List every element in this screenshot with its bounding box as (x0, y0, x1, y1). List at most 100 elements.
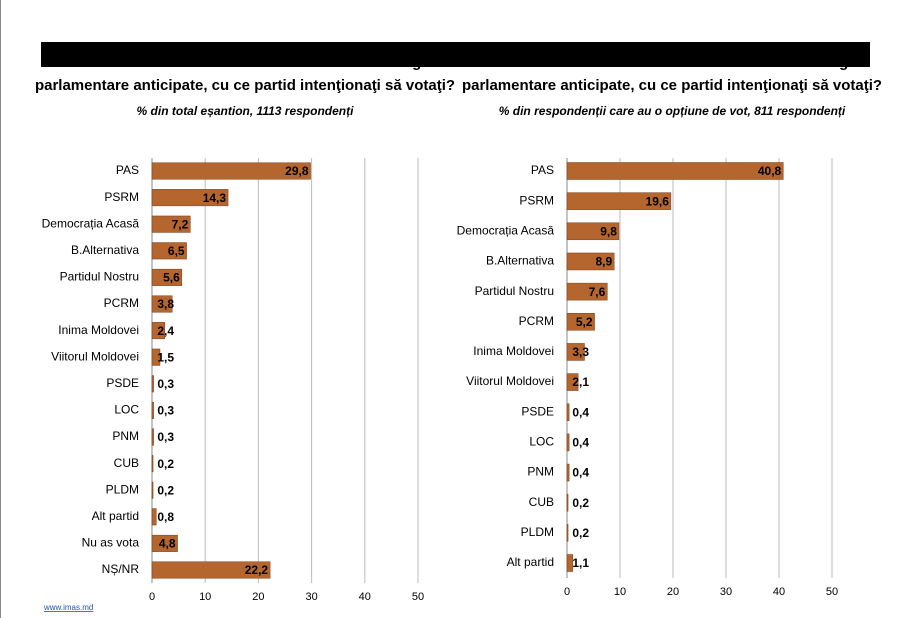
value-label: 4,8 (159, 537, 176, 551)
value-label: 0,2 (572, 496, 589, 510)
value-label: 7,2 (172, 217, 189, 231)
value-label: 3,3 (572, 345, 589, 359)
value-label: 2,4 (157, 324, 174, 338)
value-label: 3,8 (157, 297, 174, 311)
category-label: PNM (112, 429, 139, 443)
category-label: PCRM (104, 296, 139, 310)
bar (566, 313, 595, 331)
bar (151, 375, 154, 393)
chart-title: parlamentare anticipate, cu ce partid in… (35, 77, 455, 94)
chart-title: În varianta în care duminica viitoare ar… (49, 53, 439, 71)
category-label: PSDE (521, 404, 554, 418)
value-label: 19,6 (646, 194, 670, 208)
bar (151, 348, 161, 366)
bar (566, 493, 569, 512)
bar (566, 524, 569, 542)
category-label: PLDM (106, 482, 139, 496)
category-label: PNM (527, 465, 554, 479)
category-label: LOC (114, 403, 139, 417)
value-label: 9,8 (600, 224, 617, 238)
x-tick-label: 30 (305, 591, 317, 603)
value-label: 1,1 (572, 556, 589, 570)
value-label: 0,2 (157, 483, 174, 497)
category-label: Viitorul Moldovei (466, 374, 554, 388)
x-tick-label: 20 (667, 586, 679, 598)
bar (151, 561, 271, 579)
value-label: 0,2 (157, 457, 174, 471)
footer-link[interactable]: www.imas.md (43, 603, 93, 612)
value-label: 14,3 (203, 191, 227, 205)
chart-title: În varianta în care duminica viitoare ar… (476, 53, 866, 71)
bar (151, 189, 229, 207)
bar (151, 428, 154, 446)
bar (566, 192, 672, 210)
category-label: Viitorul Moldovei (51, 349, 139, 363)
bar (566, 222, 620, 241)
bar (151, 215, 191, 233)
bar (151, 401, 154, 419)
value-label: 0,3 (157, 430, 174, 444)
bar (151, 534, 178, 552)
bar (151, 508, 157, 526)
bar (566, 373, 579, 391)
x-tick-label: 40 (773, 586, 785, 598)
category-label: PAS (116, 163, 139, 177)
value-label: 0,4 (572, 405, 589, 419)
bar (566, 282, 608, 301)
category-label: Democrația Acasă (42, 216, 140, 230)
bar (566, 554, 574, 572)
value-label: 0,4 (572, 466, 589, 480)
value-label: 40,8 (758, 164, 782, 178)
value-label: 22,2 (245, 563, 269, 577)
category-label: NȘ/NR (102, 562, 140, 576)
chart-subtitle: % din respondenții care au o opțiune de … (499, 104, 846, 118)
category-label: PAS (531, 163, 554, 177)
bar (151, 242, 187, 260)
bar (566, 403, 570, 421)
bar (566, 343, 585, 361)
value-label: 0,3 (157, 404, 174, 418)
value-label: 0,8 (157, 510, 174, 524)
chart-subtitle: % din total eșantion, 1113 respondenți (137, 104, 355, 118)
category-label: PSRM (104, 190, 139, 204)
bar (151, 295, 173, 313)
x-tick-label: 30 (720, 586, 732, 598)
x-tick-label: 20 (252, 591, 264, 603)
bar (151, 322, 166, 340)
category-label: Partidul Nostru (60, 270, 139, 284)
bar (566, 463, 570, 482)
category-label: Inima Moldovei (58, 323, 139, 337)
category-label: CUB (114, 456, 139, 470)
category-label: Inima Moldovei (473, 344, 554, 358)
value-label: 0,4 (572, 436, 589, 450)
value-label: 0,2 (572, 526, 589, 540)
value-label: 8,9 (595, 255, 612, 269)
bar (566, 252, 615, 271)
category-label: Alt partid (92, 509, 139, 523)
x-tick-label: 40 (359, 591, 371, 603)
bar (566, 162, 784, 180)
category-label: PLDM (521, 525, 554, 539)
category-label: PCRM (519, 314, 554, 328)
value-label: 0,3 (157, 377, 174, 391)
x-tick-label: 0 (564, 586, 570, 598)
header-band (41, 42, 870, 67)
chart-title: parlamentare anticipate, cu ce partid in… (462, 77, 882, 94)
value-label: 2,1 (572, 375, 589, 389)
x-tick-label: 10 (614, 586, 626, 598)
category-label: PSDE (106, 376, 139, 390)
category-label: PSRM (519, 193, 554, 207)
x-tick-label: 0 (149, 591, 155, 603)
category-label: B.Alternativa (486, 254, 554, 268)
value-label: 29,8 (285, 164, 309, 178)
bar (151, 268, 183, 286)
category-label: CUB (529, 495, 554, 509)
category-label: Democrația Acasă (457, 223, 555, 237)
x-tick-label: 50 (412, 591, 424, 603)
value-label: 6,5 (168, 244, 185, 258)
bar (151, 481, 154, 499)
category-label: LOC (529, 435, 554, 449)
value-label: 5,6 (163, 271, 180, 285)
value-label: 5,2 (576, 315, 593, 329)
